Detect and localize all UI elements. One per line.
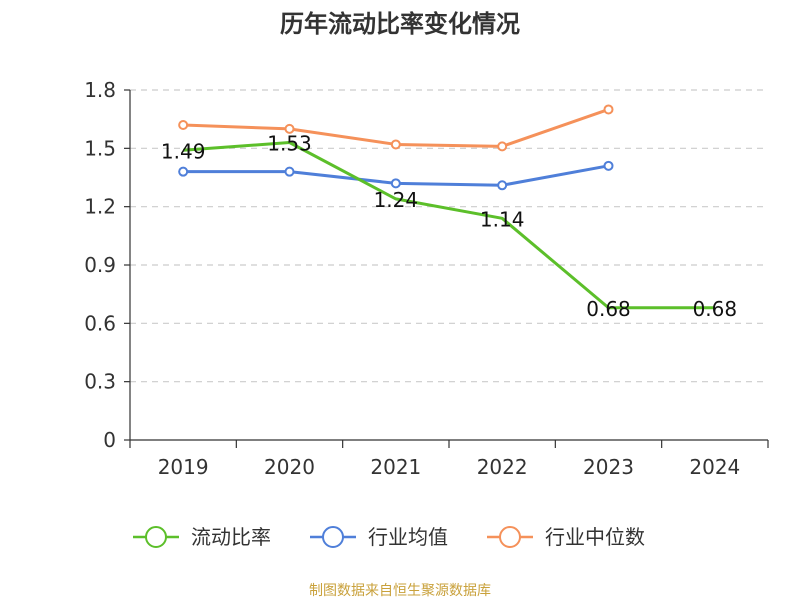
data-label: 0.68: [693, 297, 738, 321]
data-label: 0.68: [586, 297, 631, 321]
legend-item-2[interactable]: 行业均值: [310, 525, 448, 549]
legend-label: 行业中位数: [545, 525, 645, 549]
y-tick-label: 0.6: [84, 311, 116, 335]
legend-item-1[interactable]: 流动比率: [133, 525, 271, 549]
series-line-1: [183, 141, 715, 310]
series-group: [178, 104, 715, 310]
data-point: [497, 180, 508, 191]
x-tick-label: 2021: [370, 455, 421, 479]
data-label: 1.24: [374, 188, 419, 212]
legend-marker-icon: [499, 526, 521, 548]
y-tick-label: 0.3: [84, 370, 116, 394]
data-point: [284, 166, 295, 177]
legend-label: 行业均值: [368, 525, 448, 549]
data-point: [390, 178, 401, 189]
y-tick-label: 1.8: [84, 78, 116, 102]
legend-item-3[interactable]: 行业中位数: [487, 525, 645, 549]
x-tick-label: 2022: [477, 455, 528, 479]
data-labels: 1.49 1.53 1.24 1.14 0.68 0.68: [161, 132, 737, 321]
data-point: [390, 139, 401, 150]
chart-title: 历年流动比率变化情况: [280, 10, 520, 38]
y-tick-label: 0: [103, 428, 116, 452]
data-point: [603, 160, 614, 171]
data-point: [284, 123, 295, 134]
x-tick-label: 2023: [583, 455, 634, 479]
data-point: [603, 104, 614, 115]
grid-lines: [130, 89, 768, 383]
legend-marker-icon: [145, 526, 167, 548]
x-tick-label: 2024: [689, 455, 740, 479]
source-note: 制图数据来自恒生聚源数据库: [309, 583, 491, 599]
data-label: 1.53: [267, 132, 312, 156]
legend-label: 流动比率: [191, 525, 271, 549]
x-tick-label: 2019: [158, 455, 209, 479]
data-point: [178, 166, 189, 177]
x-tick-label: 2020: [264, 455, 315, 479]
data-label: 1.49: [161, 139, 206, 163]
y-tick-label: 1.2: [84, 195, 116, 219]
data-point: [497, 141, 508, 152]
data-point: [178, 120, 189, 130]
data-label: 1.14: [480, 207, 525, 231]
legend-marker-icon: [322, 526, 344, 548]
axes: 0 0.3 0.6 0.9 1.2 1.5 1.8 2019 2020 2021 2022 2023 2…: [84, 78, 769, 479]
y-tick-label: 1.5: [84, 136, 116, 160]
legend: 流动比率 行业均值 行业中位数: [133, 525, 645, 549]
y-tick-label: 0.9: [84, 253, 116, 277]
